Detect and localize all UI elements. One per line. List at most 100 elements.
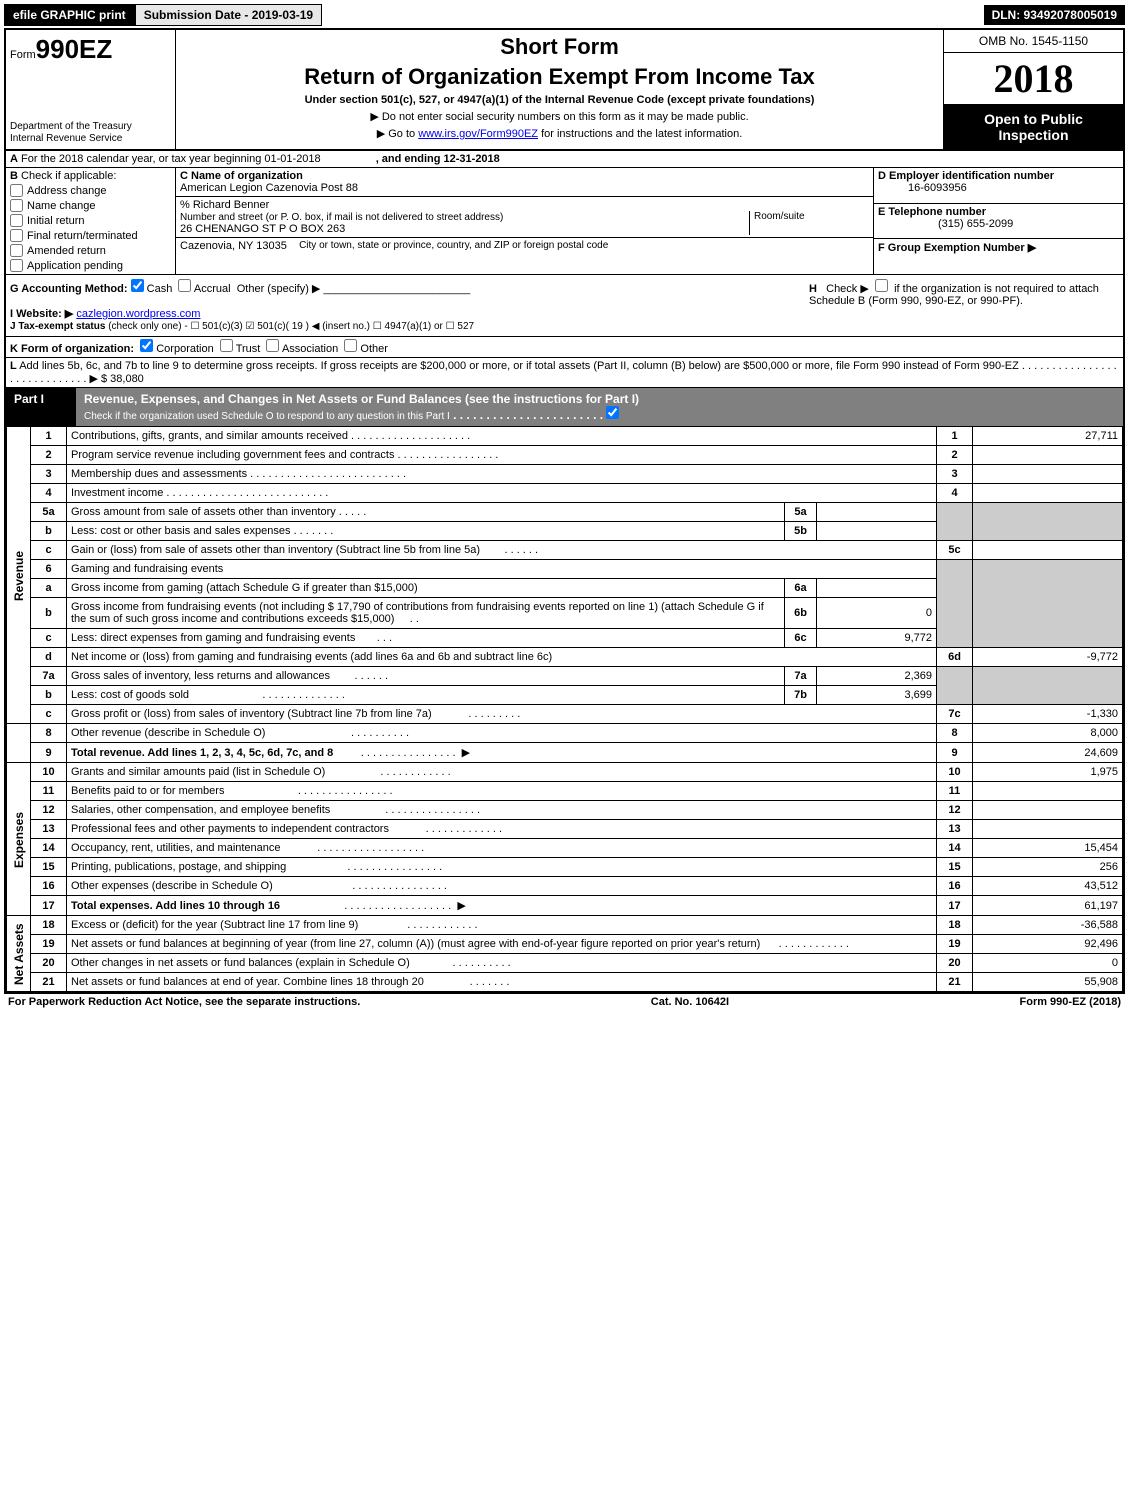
line-box: 18: [937, 916, 973, 935]
g-cash-checkbox[interactable]: [131, 279, 144, 292]
line-num: 12: [31, 801, 67, 820]
section-b-checkif: Check if applicable:: [21, 170, 116, 182]
line-amount: [973, 484, 1123, 503]
line-num: 16: [31, 877, 67, 896]
line-desc: Other changes in net assets or fund bala…: [67, 954, 937, 973]
table-row: 7a Gross sales of inventory, less return…: [7, 667, 1123, 686]
k-corp-checkbox[interactable]: [140, 339, 153, 352]
e-label: E Telephone number: [878, 206, 986, 218]
d-label: D Employer identification number: [878, 170, 1054, 182]
checkbox-final-return[interactable]: Final return/terminated: [10, 229, 171, 242]
checkbox-application-pending[interactable]: Application pending: [10, 259, 171, 272]
tax-year: 2018: [944, 53, 1123, 105]
i-label: I Website: ▶: [10, 308, 73, 320]
checkbox-name-change-input[interactable]: [10, 199, 23, 212]
line-num: 17: [31, 896, 67, 916]
checkbox-initial-return-input[interactable]: [10, 214, 23, 227]
line-amount: [973, 541, 1123, 560]
line-num: 18: [31, 916, 67, 935]
part1-table: Revenue 1 Contributions, gifts, grants, …: [6, 426, 1123, 992]
l-label: L: [10, 360, 17, 372]
subbox-value: [817, 579, 937, 598]
line-desc: Net assets or fund balances at beginning…: [67, 935, 937, 954]
section-l-row: L Add lines 5b, 6c, and 7b to line 9 to …: [6, 358, 1123, 388]
k-label: K Form of organization:: [10, 343, 134, 355]
street-label: Number and street (or P. O. box, if mail…: [180, 212, 503, 223]
street-row: % Richard Benner Number and street (or P…: [176, 197, 873, 238]
checkbox-initial-return[interactable]: Initial return: [10, 214, 171, 227]
line-amount: 1,975: [973, 763, 1123, 782]
part1-title: Revenue, Expenses, and Changes in Net As…: [84, 392, 639, 406]
line-amount: 256: [973, 858, 1123, 877]
shaded-cell: [973, 560, 1123, 648]
g-accrual-checkbox[interactable]: [178, 279, 191, 292]
section-h: H Check ▶ if the organization is not req…: [809, 279, 1119, 332]
k-other-checkbox[interactable]: [344, 339, 357, 352]
line-num: 5a: [31, 503, 67, 522]
checkbox-address-change-input[interactable]: [10, 184, 23, 197]
line-box: 12: [937, 801, 973, 820]
open-public-line2: Inspection: [946, 127, 1121, 143]
line-amount: [973, 801, 1123, 820]
table-row: 6 Gaming and fundraising events: [7, 560, 1123, 579]
table-row: Net Assets 18 Excess or (deficit) for th…: [7, 916, 1123, 935]
line-box: 19: [937, 935, 973, 954]
h-label: H: [809, 283, 817, 295]
phone-value: (315) 655-2099: [878, 218, 1013, 230]
form-number-block: Form 990EZ: [10, 34, 171, 65]
submission-date-button[interactable]: Submission Date - 2019-03-19: [135, 4, 322, 26]
subbox-value: 2,369: [817, 667, 937, 686]
line-num: 13: [31, 820, 67, 839]
line-desc: Gaming and fundraising events: [67, 560, 937, 579]
efile-print-button[interactable]: efile GRAPHIC print: [4, 4, 135, 26]
k-corp: Corporation: [156, 343, 213, 355]
checkbox-amended-return-input[interactable]: [10, 244, 23, 257]
line-desc: Contributions, gifts, grants, and simila…: [67, 427, 937, 446]
line-box: 2: [937, 446, 973, 465]
line-box: 3: [937, 465, 973, 484]
table-row: 20 Other changes in net assets or fund b…: [7, 954, 1123, 973]
h-check-text: Check ▶: [826, 283, 869, 295]
checkbox-application-pending-input[interactable]: [10, 259, 23, 272]
l-amount: ▶ $ 38,080: [89, 373, 143, 385]
section-a-ending: , and ending 12-31-2018: [376, 153, 500, 165]
subbox-label: 7b: [785, 686, 817, 705]
line-box: 6d: [937, 648, 973, 667]
line-num: 15: [31, 858, 67, 877]
table-row: c Gross profit or (loss) from sales of i…: [7, 705, 1123, 724]
line-desc: Other revenue (describe in Schedule O) .…: [67, 724, 937, 743]
checkbox-amended-return-label: Amended return: [27, 245, 106, 257]
goto-link[interactable]: www.irs.gov/Form990EZ: [418, 128, 538, 140]
section-d: D Employer identification number 16-6093…: [874, 168, 1123, 204]
k-trust-checkbox[interactable]: [220, 339, 233, 352]
line-box: 4: [937, 484, 973, 503]
checkbox-name-change[interactable]: Name change: [10, 199, 171, 212]
website-link[interactable]: cazlegion.wordpress.com: [76, 308, 200, 320]
dept-treasury: Department of the Treasury: [10, 121, 171, 133]
city-value: Cazenovia, NY 13035: [180, 240, 287, 252]
table-row: 2 Program service revenue including gove…: [7, 446, 1123, 465]
do-not-disclose-text: ▶ Do not enter social security numbers o…: [184, 110, 935, 123]
ein-value: 16-6093956: [878, 182, 967, 194]
checkbox-address-change[interactable]: Address change: [10, 184, 171, 197]
checkbox-application-pending-label: Application pending: [27, 260, 123, 272]
table-row: 3 Membership dues and assessments . . . …: [7, 465, 1123, 484]
line-amount: 8,000: [973, 724, 1123, 743]
department-block: Department of the Treasury Internal Reve…: [10, 121, 171, 145]
section-c: C Name of organization American Legion C…: [176, 168, 873, 274]
table-row: 19 Net assets or fund balances at beginn…: [7, 935, 1123, 954]
org-name: American Legion Cazenovia Post 88: [180, 182, 869, 194]
line-desc: Program service revenue including govern…: [67, 446, 937, 465]
return-title: Return of Organization Exempt From Incom…: [184, 64, 935, 90]
checkbox-amended-return[interactable]: Amended return: [10, 244, 171, 257]
city-label: City or town, state or province, country…: [299, 240, 608, 252]
line-amount: 55,908: [973, 973, 1123, 992]
table-row: 4 Investment income . . . . . . . . . . …: [7, 484, 1123, 503]
section-b: B Check if applicable: Address change Na…: [6, 168, 176, 274]
checkbox-final-return-input[interactable]: [10, 229, 23, 242]
k-assoc-checkbox[interactable]: [266, 339, 279, 352]
part1-scho-checkbox[interactable]: [606, 406, 619, 419]
table-row: 9 Total revenue. Add lines 1, 2, 3, 4, 5…: [7, 743, 1123, 763]
h-checkbox[interactable]: [875, 279, 888, 292]
header-right: OMB No. 1545-1150 2018 Open to Public In…: [943, 30, 1123, 149]
